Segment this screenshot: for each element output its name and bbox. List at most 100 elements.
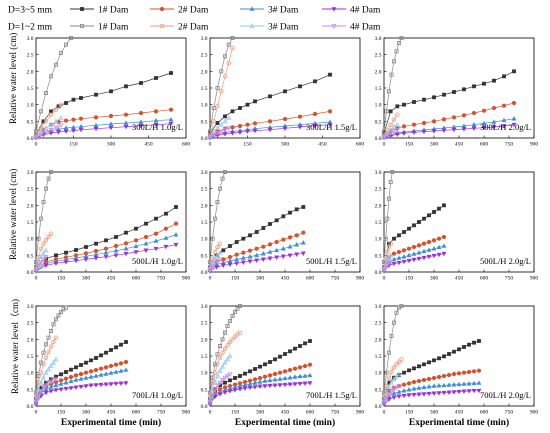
y-tick-label: 2.0 bbox=[27, 203, 34, 209]
data-point-fine-4-dam bbox=[38, 260, 44, 265]
data-point-coarse-2-dam bbox=[261, 244, 266, 249]
data-point-coarse-4-dam bbox=[411, 392, 417, 398]
data-point-coarse-3-dam bbox=[118, 368, 124, 373]
y-tick-label: 0.0 bbox=[375, 404, 382, 410]
data-point-coarse-4-dam bbox=[153, 246, 159, 252]
data-point-coarse-2-dam bbox=[227, 254, 233, 260]
data-point-coarse-3-dam bbox=[138, 119, 144, 124]
x-tick-label: 450 bbox=[107, 410, 116, 416]
data-point-coarse-4-dam bbox=[297, 381, 303, 387]
y-tick-label: 1.5 bbox=[201, 354, 208, 360]
data-point-fine-1-dam bbox=[222, 169, 227, 175]
data-point-fine-4-dam bbox=[217, 257, 223, 263]
data-point-fine-3-dam bbox=[50, 359, 57, 365]
x-tick-label: 0 bbox=[209, 276, 212, 282]
y-axis-label-row-1: Relative water level (cm) bbox=[8, 32, 18, 124]
legend-fine-marker-2-dam bbox=[159, 23, 165, 29]
y-tick-label: 2.5 bbox=[27, 53, 34, 59]
series-line-fine-1-dam bbox=[35, 37, 72, 132]
data-point-coarse-1-dam bbox=[422, 362, 426, 367]
data-point-coarse-4-dam bbox=[282, 126, 288, 131]
y-tick-label: 2.5 bbox=[27, 321, 34, 327]
data-point-fine-4-dam bbox=[227, 372, 233, 378]
data-point-fine-4-dam bbox=[222, 375, 228, 381]
data-point-coarse-2-dam bbox=[416, 243, 422, 248]
x-tick-label: 450 bbox=[281, 276, 290, 282]
data-point-fine-4-dam bbox=[33, 268, 39, 274]
data-point-coarse-2-dam bbox=[421, 241, 427, 246]
data-point-coarse-4-dam bbox=[43, 390, 49, 396]
data-point-coarse-4-dam bbox=[73, 385, 79, 390]
data-point-fine-1-dam bbox=[230, 313, 235, 318]
data-point-fine-4-dam bbox=[53, 377, 59, 383]
legend-fine-marker-4-dam bbox=[331, 24, 337, 29]
y-tick-label: 3.0 bbox=[27, 170, 34, 176]
x-tick-label: 150 bbox=[69, 142, 78, 148]
data-point-coarse-2-dam bbox=[73, 373, 79, 378]
data-point-coarse-3-dam bbox=[287, 375, 293, 380]
data-point-coarse-1-dam bbox=[230, 109, 235, 114]
data-point-fine-3-dam bbox=[222, 118, 228, 124]
data-point-fine-4-dam bbox=[207, 135, 213, 141]
y-tick-label: 2.5 bbox=[375, 53, 382, 59]
y-tick-label: 3.0 bbox=[375, 170, 382, 176]
data-point-fine-1-dam bbox=[215, 199, 220, 204]
data-point-coarse-2-dam bbox=[411, 379, 417, 385]
data-point-fine-3-dam bbox=[222, 359, 228, 365]
series-line-fine-4-dam bbox=[383, 385, 400, 403]
data-point-coarse-3-dam bbox=[247, 381, 253, 386]
data-point-coarse-3-dam bbox=[476, 380, 482, 385]
data-point-coarse-2-dam bbox=[63, 118, 69, 123]
data-point-coarse-4-dam bbox=[103, 382, 109, 387]
data-point-fine-2-dam bbox=[217, 355, 223, 360]
data-point-coarse-3-dam bbox=[396, 255, 402, 260]
series-line-coarse-1-dam bbox=[383, 205, 445, 268]
x-tick-label: 450 bbox=[455, 142, 464, 148]
data-point-coarse-3-dam bbox=[257, 379, 263, 384]
data-point-coarse-1-dam bbox=[54, 374, 58, 379]
x-tick-label: 450 bbox=[107, 276, 116, 282]
y-tick-label: 1.0 bbox=[201, 371, 208, 377]
data-point-coarse-1-dam bbox=[412, 223, 416, 228]
data-point-fine-4-dam bbox=[384, 132, 390, 138]
data-point-coarse-3-dam bbox=[461, 381, 467, 386]
data-point-fine-4-dam bbox=[33, 135, 39, 141]
y-tick-label: 1.5 bbox=[201, 86, 208, 92]
data-point-fine-4-dam bbox=[53, 125, 59, 131]
data-point-coarse-4-dam bbox=[93, 256, 99, 261]
data-point-coarse-4-dam bbox=[220, 263, 226, 268]
data-point-fine-4-dam bbox=[38, 389, 44, 394]
series-line-fine-1-dam bbox=[209, 171, 226, 263]
data-point-coarse-3-dam bbox=[113, 248, 119, 253]
data-point-coarse-3-dam bbox=[401, 388, 407, 393]
data-point-fine-1-dam bbox=[222, 330, 227, 335]
data-point-coarse-2-dam bbox=[461, 370, 467, 375]
data-point-coarse-4-dam bbox=[436, 252, 442, 258]
data-point-coarse-4-dam bbox=[262, 384, 268, 389]
data-point-coarse-2-dam bbox=[411, 244, 417, 250]
data-point-coarse-1-dam bbox=[502, 74, 506, 79]
data-point-coarse-1-dam bbox=[238, 374, 242, 378]
x-tick-label: 750 bbox=[157, 276, 166, 282]
data-point-coarse-4-dam bbox=[421, 392, 427, 397]
data-point-coarse-1-dam bbox=[278, 354, 282, 359]
data-point-fine-4-dam bbox=[388, 389, 395, 395]
data-point-fine-1-dam bbox=[222, 54, 227, 59]
data-point-fine-2-dam bbox=[215, 104, 220, 109]
data-point-fine-4-dam bbox=[391, 129, 397, 135]
data-point-fine-2-dam bbox=[388, 122, 393, 127]
data-point-coarse-2-dam bbox=[262, 374, 268, 379]
y-tick-label: 0.0 bbox=[27, 404, 34, 410]
data-point-coarse-4-dam bbox=[267, 256, 273, 261]
data-point-coarse-1-dam bbox=[258, 364, 262, 369]
data-point-fine-2-dam bbox=[391, 117, 397, 122]
data-point-fine-1-dam bbox=[220, 176, 225, 181]
y-tick-label: 0.5 bbox=[27, 387, 34, 393]
data-point-fine-2-dam bbox=[230, 337, 235, 342]
data-point-coarse-4-dam bbox=[466, 389, 472, 394]
data-point-coarse-2-dam bbox=[254, 246, 259, 251]
data-point-fine-1-dam bbox=[210, 236, 215, 241]
data-point-fine-4-dam bbox=[45, 381, 52, 387]
data-point-coarse-4-dam bbox=[123, 124, 129, 130]
chart-svg-3: 0.0 0.5 1.0 1.5 2.0 2.5 3.0 0 150 300 450 600 750 900… bbox=[375, 35, 538, 148]
